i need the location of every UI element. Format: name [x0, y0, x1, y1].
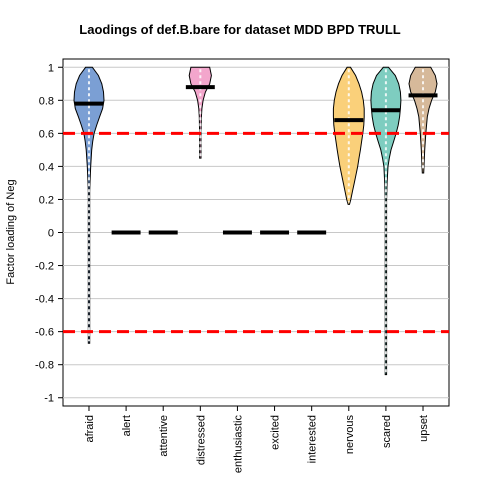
- y-tick-label: 0.6: [39, 128, 54, 140]
- y-tick-label: 0.2: [39, 194, 54, 206]
- x-tick-label: upset: [418, 415, 430, 442]
- y-tick-label: -0.8: [35, 360, 54, 372]
- x-tick-label: attentive: [158, 415, 170, 457]
- x-tick-label: scared: [381, 415, 393, 448]
- threshold-lines: [63, 131, 449, 334]
- x-tick-label: excited: [270, 415, 282, 450]
- violin-group: [73, 66, 438, 376]
- y-tick-label: -0.4: [35, 294, 54, 306]
- y-tick-label: -0.2: [35, 261, 54, 273]
- chart-title: Laodings of def.B.bare for dataset MDD B…: [79, 22, 401, 37]
- x-axis: afraid alert attentive distressed enthusiast…: [84, 406, 430, 473]
- x-tick-label: interested: [307, 415, 319, 463]
- y-tick-label: 0.4: [39, 161, 54, 173]
- y-tick-label: 0.8: [39, 95, 54, 107]
- x-tick-label: alert: [121, 415, 133, 436]
- y-axis: 1 0.8 0.6 0.4 0.2 0 -0.2 -0.4 -0.6 -0.8 -1: [35, 62, 63, 405]
- y-tick-label: -0.6: [35, 327, 54, 339]
- y-tick-label: -1: [44, 393, 54, 405]
- x-tick-label: enthusiastic: [232, 415, 244, 474]
- y-tick-label: 1: [48, 62, 54, 74]
- x-tick-label: afraid: [84, 415, 96, 443]
- y-axis-label: Factor loading of Neg: [5, 179, 17, 284]
- violin-afraid: [73, 66, 105, 344]
- x-tick-label: distressed: [195, 415, 207, 465]
- y-tick-label: 0: [48, 228, 54, 240]
- x-tick-label: nervous: [344, 415, 356, 455]
